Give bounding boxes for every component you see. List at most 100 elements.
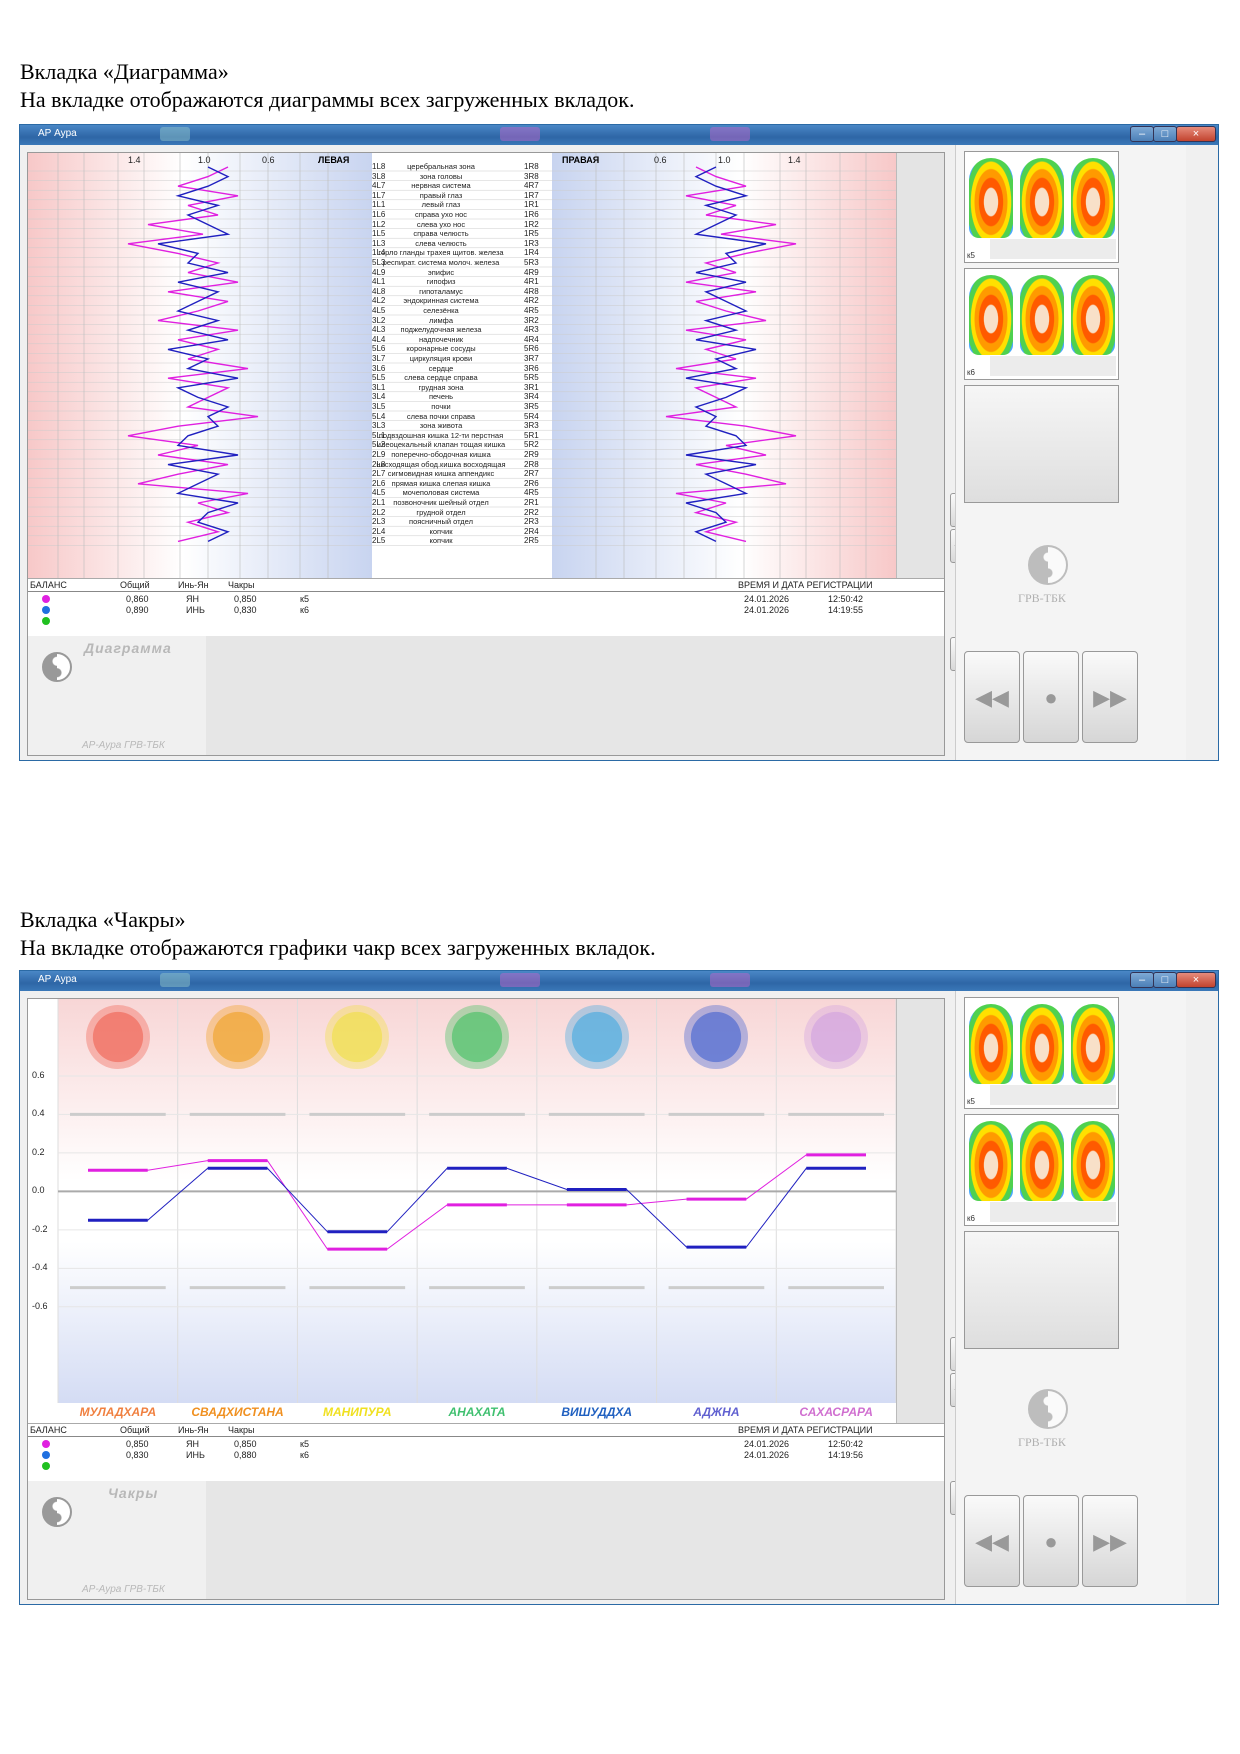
organ-name: нисходящая обод.кишка восходящая xyxy=(376,459,506,469)
section-heading-chakras: Вкладка «Чакры» xyxy=(20,907,186,932)
organ-name: копчик xyxy=(429,526,453,536)
window-titlebar: АР Аура – □ × xyxy=(20,125,1218,145)
organ-code-right: 1R8 xyxy=(524,162,539,171)
organ-code-right: 1R1 xyxy=(524,200,539,210)
chakras-main-panel: 0.6 0.4 0.2 0.0 -0.2 -0.4 -0.6 МУЛАДХАРА СВАДХИС… xyxy=(27,998,945,1600)
close-button[interactable]: × xyxy=(1176,972,1216,988)
capture-thumbnail-2[interactable]: к6 xyxy=(964,1114,1119,1226)
organ-name: мочеполовая система xyxy=(402,488,480,498)
organ-code-right: 3R2 xyxy=(524,315,539,325)
organ-name: прямая кишка слепая кишка xyxy=(391,478,491,488)
chakra-icon-2 xyxy=(205,1005,270,1069)
organ-code-left: 5L1 xyxy=(372,430,386,440)
organ-code-left: 2L3 xyxy=(372,517,386,527)
organ-code-left: 2L8 xyxy=(372,459,386,469)
row2-k: к6 xyxy=(300,605,309,615)
minimize-button[interactable]: – xyxy=(1130,972,1154,988)
organ-code-left: 2L1 xyxy=(372,498,386,507)
yinyang-header: Инь-Ян xyxy=(178,580,209,590)
organ-name: респират. система молоч. железа xyxy=(382,258,500,267)
record-button[interactable]: ● xyxy=(1023,1495,1079,1587)
organ-name: слева сердце справа xyxy=(404,373,478,383)
left-side-label: ЛЕВАЯ xyxy=(318,155,350,165)
close-button[interactable]: × xyxy=(1176,126,1216,142)
chakra-name-label: СВАДХИСТАНА xyxy=(191,1405,284,1419)
organ-code-left: 5L5 xyxy=(372,373,386,383)
organ-code-left: 4L1 xyxy=(372,277,386,287)
organ-code-left: 3L2 xyxy=(372,315,386,325)
capture-thumbnail-2[interactable]: к6 xyxy=(964,268,1119,380)
record-button[interactable]: ● xyxy=(1023,651,1079,743)
empty-slot[interactable] xyxy=(964,385,1119,503)
organ-name: илеоцекальный клапан тощая кишка xyxy=(376,440,506,450)
app-window-diagram: АР Аура – □ × 1L8 церебральная зона 1R8 3L8… xyxy=(19,124,1219,761)
y-tick-label: -0.6 xyxy=(32,1300,48,1311)
tick-right-1: 0.6 xyxy=(654,155,667,165)
organ-code-right: 3R7 xyxy=(524,354,539,363)
organ-code-right: 4R5 xyxy=(524,306,539,315)
row2-yinyang: ИНЬ xyxy=(186,1450,205,1460)
section-description-diagram: На вкладке отображаются диаграммы всех з… xyxy=(20,87,635,112)
row1-time: 12:50:42 xyxy=(828,594,864,604)
capture-thumbnail-1[interactable]: к5 xyxy=(964,151,1119,263)
window-title: АР Аура xyxy=(38,974,77,985)
organ-code-right: 2R6 xyxy=(524,478,539,488)
organ-code-right: 5R2 xyxy=(524,440,539,450)
logo-panel: Диаграмма АР-Аура ГРВ-ТБК xyxy=(28,636,207,755)
row2-chakras: 0,830 xyxy=(234,605,257,615)
series-dot-green xyxy=(42,1462,50,1470)
diagram-main-panel: 1L8 церебральная зона 1R8 3L8 зона головы 3R8… xyxy=(27,152,945,756)
chakra-icon-1 xyxy=(85,1005,150,1069)
organ-name: селезёнка xyxy=(423,306,459,315)
chakras-header: Чакры xyxy=(228,1425,255,1435)
organ-code-right: 4R5 xyxy=(524,488,539,498)
y-tick-label: 0.6 xyxy=(32,1069,45,1080)
organ-code-right: 2R5 xyxy=(524,536,539,546)
capture-thumbnail-1[interactable]: к5 xyxy=(964,997,1119,1109)
y-tick-label: 0.0 xyxy=(32,1185,45,1196)
thumb-label-2: к6 xyxy=(967,368,975,377)
organ-code-left: 4L7 xyxy=(372,181,386,191)
next-button[interactable]: ▶▶ xyxy=(1082,1495,1138,1587)
next-button[interactable]: ▶▶ xyxy=(1082,651,1138,743)
tick-right-3: 1.4 xyxy=(788,155,801,165)
organ-code-right: 2R1 xyxy=(524,498,539,507)
chakra-name-label: МАНИПУРА xyxy=(322,1405,392,1419)
yin-yang-icon xyxy=(1028,545,1068,585)
organ-code-right: 4R4 xyxy=(524,334,539,344)
y-tick-label: 0.4 xyxy=(32,1108,45,1119)
panel-caption: АР-Аура ГРВ-ТБК xyxy=(82,1584,165,1595)
organ-code-right: 5R4 xyxy=(524,411,539,421)
organ-code-right: 5R3 xyxy=(524,258,539,267)
organ-code-right: 1R3 xyxy=(524,238,539,248)
organ-code-left: 5L4 xyxy=(372,411,386,421)
organ-name: слева почки справа xyxy=(406,411,476,421)
organ-code-left: 2L4 xyxy=(372,526,386,536)
row1-date: 24.01.2026 xyxy=(744,594,790,604)
series-dot-magenta xyxy=(42,1440,50,1448)
minimize-button[interactable]: – xyxy=(1130,126,1154,142)
maximize-button[interactable]: □ xyxy=(1153,972,1177,988)
row1-yinyang: ЯН xyxy=(186,1439,199,1449)
organ-name: церебральная зона xyxy=(407,162,475,171)
previous-button[interactable]: ◀◀ xyxy=(964,651,1020,743)
organ-name: сигмовидная кишка аппендикс xyxy=(387,469,495,479)
organ-code-left: 3L7 xyxy=(372,354,386,363)
organ-code-right: 2R9 xyxy=(524,450,539,459)
organ-code-right: 2R3 xyxy=(524,517,539,527)
organ-name: грудная зона xyxy=(418,382,464,392)
organ-code-right: 3R1 xyxy=(524,382,539,392)
panel-watermark: Диаграмма xyxy=(84,640,172,656)
window-titlebar: АР Аура – □ × xyxy=(20,971,1218,991)
previous-button[interactable]: ◀◀ xyxy=(964,1495,1020,1587)
window-title: АР Аура xyxy=(38,128,77,139)
grv-logo-text: ГРВ-ТБК xyxy=(1018,591,1066,605)
chakra-name-label: АДЖНА xyxy=(693,1405,740,1419)
maximize-button[interactable]: □ xyxy=(1153,126,1177,142)
organ-name: поперечно-ободочная кишка xyxy=(391,450,491,459)
organ-code-left: 4L5 xyxy=(372,488,386,498)
organ-name: копчик xyxy=(429,536,453,546)
empty-slot[interactable] xyxy=(964,1231,1119,1349)
organ-name: циркуляция крови xyxy=(409,354,473,363)
organ-code-right: 1R7 xyxy=(524,190,539,200)
